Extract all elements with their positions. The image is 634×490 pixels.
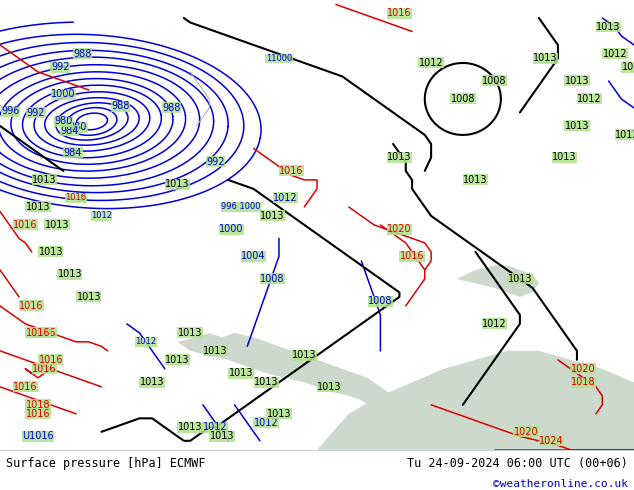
Text: 1013: 1013 <box>597 22 621 32</box>
Text: 1013: 1013 <box>39 247 63 257</box>
Text: 1013: 1013 <box>77 292 101 302</box>
Text: 1024: 1024 <box>540 436 564 446</box>
Text: 1016: 1016 <box>32 328 56 338</box>
Text: 1013: 1013 <box>533 53 557 64</box>
Text: 1016: 1016 <box>20 301 44 311</box>
Text: 1012: 1012 <box>616 130 634 140</box>
Text: 1020: 1020 <box>514 427 538 437</box>
Text: 1013: 1013 <box>508 274 532 284</box>
Text: 1013: 1013 <box>178 328 202 338</box>
Text: 1013: 1013 <box>565 121 589 131</box>
Text: 1012: 1012 <box>135 337 157 346</box>
Text: 1016: 1016 <box>39 355 63 365</box>
Text: 980: 980 <box>55 117 72 126</box>
Text: 1016: 1016 <box>280 166 304 176</box>
Text: 988: 988 <box>74 49 91 59</box>
Text: 1013: 1013 <box>32 175 56 185</box>
Polygon shape <box>317 351 634 450</box>
Text: 1008: 1008 <box>451 94 475 104</box>
Text: 1016: 1016 <box>400 251 424 261</box>
Text: 1013: 1013 <box>565 76 589 86</box>
Text: 1012: 1012 <box>273 193 297 203</box>
Text: 1013: 1013 <box>318 382 342 392</box>
Text: 1013: 1013 <box>622 62 634 73</box>
Text: 1000: 1000 <box>219 224 243 234</box>
Text: 1012: 1012 <box>419 58 443 68</box>
Text: 988: 988 <box>112 101 130 111</box>
Text: 11000: 11000 <box>266 54 292 63</box>
Text: 1016: 1016 <box>26 328 50 338</box>
Polygon shape <box>545 360 634 450</box>
Text: Surface pressure [hPa] ECMWF: Surface pressure [hPa] ECMWF <box>6 457 206 470</box>
Text: 1013: 1013 <box>254 377 278 388</box>
Text: 1016: 1016 <box>13 220 37 230</box>
Text: 992: 992 <box>51 62 70 73</box>
Text: 984: 984 <box>64 148 82 158</box>
Text: 1004: 1004 <box>242 251 266 261</box>
Text: 1016: 1016 <box>13 382 37 392</box>
Polygon shape <box>178 333 393 414</box>
Text: 1013: 1013 <box>267 409 291 419</box>
Text: 1012: 1012 <box>603 49 627 59</box>
Text: 1012: 1012 <box>204 422 228 432</box>
Text: 1018: 1018 <box>571 377 595 388</box>
Text: ©weatheronline.co.uk: ©weatheronline.co.uk <box>493 479 628 489</box>
Text: 1016: 1016 <box>32 364 56 374</box>
Text: 1016: 1016 <box>387 8 411 19</box>
Polygon shape <box>456 266 539 297</box>
Text: 992: 992 <box>206 157 225 167</box>
Text: 1013: 1013 <box>140 377 164 388</box>
Text: 1013: 1013 <box>292 350 316 360</box>
Text: 1013: 1013 <box>165 355 190 365</box>
Text: 1013: 1013 <box>165 179 190 190</box>
Text: 1020: 1020 <box>387 224 411 234</box>
Text: 1013: 1013 <box>26 202 50 212</box>
Text: 1018: 1018 <box>26 400 50 410</box>
Text: 1013: 1013 <box>261 211 285 221</box>
Text: 1016: 1016 <box>26 409 50 419</box>
Text: 1013: 1013 <box>210 431 234 441</box>
Text: 1012: 1012 <box>91 211 112 220</box>
Text: 988: 988 <box>162 103 180 113</box>
Text: 1012: 1012 <box>578 94 602 104</box>
Text: 1013: 1013 <box>45 220 69 230</box>
Text: 1008: 1008 <box>261 274 285 284</box>
Text: 1000: 1000 <box>51 90 75 99</box>
Text: 992: 992 <box>27 108 45 118</box>
Text: 1013: 1013 <box>387 152 411 163</box>
Text: 1013: 1013 <box>463 175 488 185</box>
Text: 1020: 1020 <box>571 364 595 374</box>
Text: 1012: 1012 <box>254 418 278 428</box>
Text: 1008: 1008 <box>368 296 392 306</box>
Text: 996 1000: 996 1000 <box>221 202 261 211</box>
Text: 1013: 1013 <box>552 152 576 163</box>
Text: 1013: 1013 <box>178 422 202 432</box>
Text: 996: 996 <box>1 106 20 116</box>
Text: U1016: U1016 <box>22 431 54 441</box>
Text: 1013: 1013 <box>58 270 82 279</box>
Text: 1012: 1012 <box>482 319 507 329</box>
Text: 984: 984 <box>60 126 79 136</box>
Text: 980: 980 <box>68 122 87 132</box>
Text: 1013: 1013 <box>204 346 228 356</box>
Text: 1008: 1008 <box>482 76 507 86</box>
Text: Tu 24-09-2024 06:00 UTC (00+06): Tu 24-09-2024 06:00 UTC (00+06) <box>407 457 628 470</box>
Text: 1013: 1013 <box>229 368 253 378</box>
Text: 1016: 1016 <box>65 194 87 202</box>
